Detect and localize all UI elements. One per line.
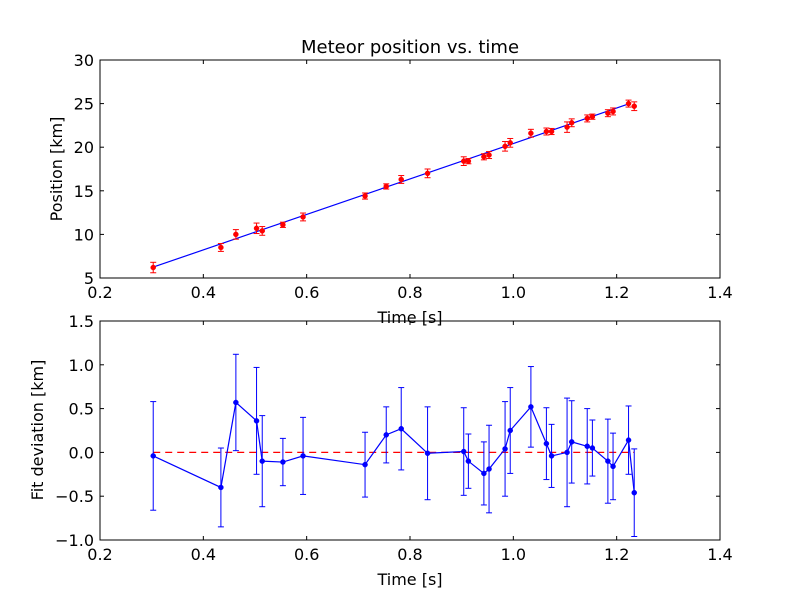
x-tick-label: 0.2 bbox=[87, 283, 112, 302]
x-tick-label: 1.2 bbox=[604, 545, 629, 564]
plot-area-1 bbox=[150, 353, 638, 537]
y-tick-label: 25 bbox=[74, 95, 94, 114]
data-point bbox=[605, 458, 611, 464]
data-point bbox=[631, 489, 637, 496]
y-tick-label: 20 bbox=[74, 138, 94, 157]
data-point bbox=[481, 470, 487, 477]
y-tick-label: 1.5 bbox=[69, 312, 94, 331]
x-axis-label-top: Time [s] bbox=[376, 308, 442, 327]
data-point bbox=[543, 440, 550, 447]
data-point bbox=[625, 437, 632, 443]
data-point bbox=[584, 443, 590, 450]
data-point bbox=[507, 140, 513, 146]
y-tick-label: 5 bbox=[84, 269, 94, 288]
data-point bbox=[424, 170, 431, 177]
data-point bbox=[259, 228, 265, 234]
y-tick-label: 10 bbox=[74, 225, 94, 244]
x-tick-label: 0.4 bbox=[191, 283, 216, 302]
data-point bbox=[548, 453, 555, 459]
data-point bbox=[280, 459, 286, 465]
data-point bbox=[253, 225, 260, 232]
data-point bbox=[465, 158, 472, 164]
y-axis-label-bottom: Fit deviation [km] bbox=[28, 360, 47, 501]
data-point bbox=[502, 143, 508, 150]
data-point bbox=[605, 110, 611, 116]
data-point bbox=[548, 128, 555, 135]
data-point bbox=[362, 461, 368, 468]
data-point bbox=[253, 418, 260, 424]
x-tick-label: 1.0 bbox=[501, 283, 526, 302]
data-point bbox=[528, 130, 534, 136]
y-axis-label-top: Position [km] bbox=[47, 117, 66, 222]
data-point bbox=[528, 404, 534, 410]
data-point bbox=[543, 128, 550, 135]
axes-frame bbox=[99, 320, 721, 541]
data-point bbox=[584, 115, 590, 122]
x-tick-label: 0.8 bbox=[397, 545, 422, 564]
y-tick-label: 15 bbox=[74, 182, 94, 201]
data-point bbox=[481, 154, 487, 160]
data-point bbox=[589, 445, 596, 451]
x-tick-label: 0.2 bbox=[87, 545, 112, 564]
x-tick-label: 0.6 bbox=[294, 283, 319, 302]
data-point bbox=[398, 176, 404, 183]
data-point bbox=[486, 466, 492, 472]
data-point bbox=[233, 399, 239, 406]
data-point bbox=[589, 113, 596, 120]
plot-area-0 bbox=[150, 99, 638, 274]
series-line bbox=[152, 401, 635, 493]
y-tick-label: −0.5 bbox=[55, 487, 94, 506]
x-tick-label: 1.4 bbox=[707, 283, 732, 302]
data-point bbox=[460, 158, 467, 164]
data-point bbox=[300, 453, 306, 459]
data-point bbox=[362, 193, 368, 199]
x-tick-label: 1.0 bbox=[501, 545, 526, 564]
x-tick-label: 1.2 bbox=[604, 283, 629, 302]
data-point bbox=[502, 446, 508, 452]
data-point bbox=[568, 439, 575, 445]
position-subplot: Meteor position vs. time Time [s] Positi… bbox=[47, 37, 733, 327]
data-point bbox=[424, 450, 431, 457]
y-tick-label: 0.0 bbox=[69, 443, 94, 462]
deviation-subplot: Time [s] Fit deviation [km] 0.2 0.4 0.6 0.8… bbox=[28, 312, 733, 589]
data-point bbox=[218, 484, 224, 491]
y-tick-label: 30 bbox=[74, 51, 94, 70]
data-point bbox=[507, 427, 513, 434]
data-point bbox=[564, 449, 570, 456]
fit-line bbox=[153, 103, 630, 268]
y-tick-label: 1.0 bbox=[69, 356, 94, 375]
data-point bbox=[300, 214, 306, 220]
data-point bbox=[610, 108, 616, 115]
y-tick-label: 0.5 bbox=[69, 400, 94, 419]
data-point bbox=[568, 120, 575, 126]
chart-title: Meteor position vs. time bbox=[301, 37, 519, 58]
data-point bbox=[631, 103, 637, 109]
x-tick-label: 0.8 bbox=[397, 283, 422, 302]
data-point bbox=[280, 222, 286, 228]
data-point bbox=[625, 100, 632, 107]
data-point bbox=[218, 244, 224, 251]
y-tick-label: −1.0 bbox=[55, 531, 94, 550]
data-point bbox=[564, 124, 570, 130]
data-point bbox=[398, 425, 404, 432]
data-point bbox=[150, 453, 156, 459]
data-point bbox=[233, 231, 239, 238]
data-point bbox=[460, 448, 467, 455]
data-point bbox=[383, 432, 389, 438]
x-tick-label: 0.6 bbox=[294, 545, 319, 564]
x-tick-label: 1.4 bbox=[707, 545, 732, 564]
data-point bbox=[259, 458, 265, 464]
data-point bbox=[383, 183, 389, 190]
data-point bbox=[150, 264, 156, 271]
data-point bbox=[486, 152, 492, 158]
x-axis-label-bottom: Time [s] bbox=[376, 570, 442, 589]
data-point bbox=[610, 463, 616, 470]
x-tick-label: 0.4 bbox=[191, 545, 216, 564]
data-point bbox=[465, 458, 472, 464]
axes-frame bbox=[99, 59, 721, 279]
